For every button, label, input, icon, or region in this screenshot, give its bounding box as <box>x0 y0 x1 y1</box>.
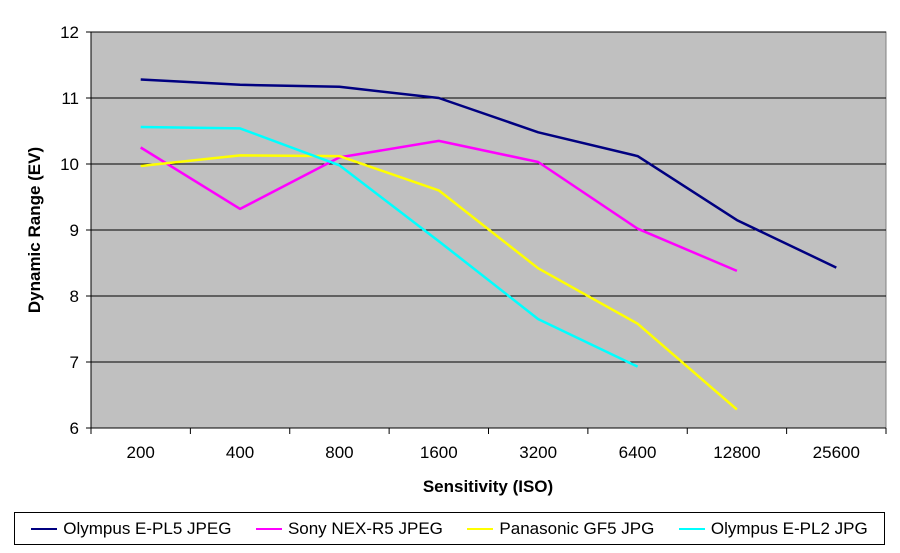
series-lines <box>140 78 837 411</box>
y-tick-label: 9 <box>70 221 79 240</box>
x-tick-label: 12800 <box>713 443 760 462</box>
x-tick-label: 1600 <box>420 443 458 462</box>
series-line-2 <box>140 139 738 273</box>
y-tick-label: 6 <box>70 419 79 438</box>
series-line-1 <box>140 78 837 269</box>
y-tick-label: 8 <box>70 287 79 306</box>
x-tick-labels: 200 400 800 1600 3200 6400 12800 25600 <box>127 443 860 462</box>
x-tick-label: 200 <box>127 443 155 462</box>
y-tick-label: 12 <box>60 23 79 42</box>
y-tick-labels: 6 7 8 9 10 11 12 <box>60 23 79 438</box>
x-tick-label: 6400 <box>619 443 657 462</box>
y-tick-label: 11 <box>61 89 79 108</box>
legend-item: Panasonic GF5 JPG <box>467 519 654 539</box>
legend-swatch <box>31 527 58 530</box>
series-line-3 <box>140 154 738 411</box>
x-tick-label: 3200 <box>519 443 557 462</box>
line-chart: 6 7 8 9 10 11 12 200 400 800 1600 3200 6400 12800 256… <box>25 23 887 496</box>
y-tick-label: 10 <box>60 155 79 174</box>
legend-item: Olympus E-PL5 JPEG <box>31 519 231 539</box>
legend-item: Olympus E-PL2 JPG <box>678 518 868 539</box>
y-axis-title: Dynamic Range (EV) <box>25 147 44 313</box>
legend-label: Panasonic GF5 JPG <box>499 518 655 538</box>
x-tick-label: 800 <box>325 443 353 462</box>
series-line-4 <box>140 125 639 368</box>
legend-swatch <box>678 527 705 530</box>
x-tick-label: 25600 <box>813 443 860 462</box>
x-tick-label: 400 <box>226 443 254 462</box>
legend: Olympus E-PL5 JPEG Sony NEX-R5 JPEG Panaso… <box>14 512 885 545</box>
legend-swatch <box>255 527 282 530</box>
y-tick-label: 7 <box>70 353 79 372</box>
legend-label: Sony NEX-R5 JPEG <box>287 518 443 538</box>
x-axis-title: Sensitivity (ISO) <box>423 477 553 496</box>
legend-label: Olympus E-PL2 JPG <box>710 518 868 538</box>
gridlines <box>91 31 886 363</box>
axes <box>86 31 887 434</box>
legend-item: Sony NEX-R5 JPEG <box>255 518 443 539</box>
legend-label: Olympus E-PL5 JPEG <box>63 518 232 538</box>
legend-swatch <box>467 527 494 530</box>
